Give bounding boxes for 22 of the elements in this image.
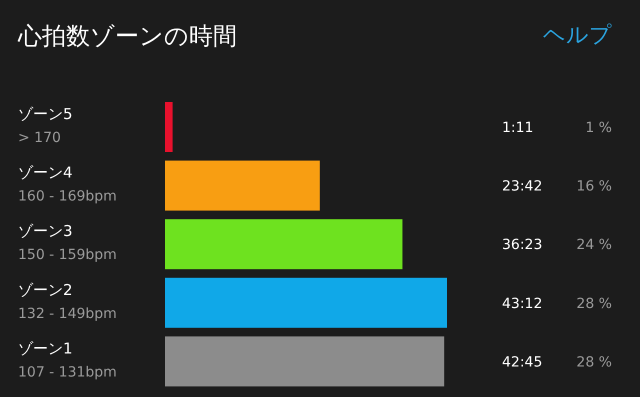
bar bbox=[165, 219, 402, 270]
text: 1 % bbox=[585, 120, 612, 136]
y-tick-label: ゾーン2 132 - 149bpm bbox=[18, 280, 117, 322]
bar bbox=[165, 160, 320, 211]
bar bbox=[165, 336, 444, 386]
y-tick-label: ゾーン5 > 170 bbox=[18, 105, 73, 146]
y-tick-label: ゾーン3 150 - 159bpm bbox=[18, 222, 117, 264]
text: 1:11 bbox=[502, 120, 534, 136]
text: 24 % bbox=[576, 237, 612, 254]
bar bbox=[165, 278, 447, 328]
y-tick-label: ゾーン4 160 - 169bpm bbox=[18, 164, 117, 205]
chart-title: 心拍数ゾーンの時間 bbox=[17, 22, 237, 50]
text: 16 % bbox=[576, 178, 612, 195]
text: 36:23 bbox=[502, 237, 542, 254]
text: ヘルプ bbox=[543, 23, 612, 48]
text: 28 % bbox=[576, 354, 612, 370]
text: 23:42 bbox=[502, 178, 542, 195]
bar bbox=[165, 102, 173, 152]
text: 43:12 bbox=[502, 296, 542, 312]
y-tick-label: ゾーン1 107 - 131bpm bbox=[18, 339, 117, 380]
text: 28 % bbox=[576, 296, 612, 312]
text: 42:45 bbox=[502, 354, 542, 370]
